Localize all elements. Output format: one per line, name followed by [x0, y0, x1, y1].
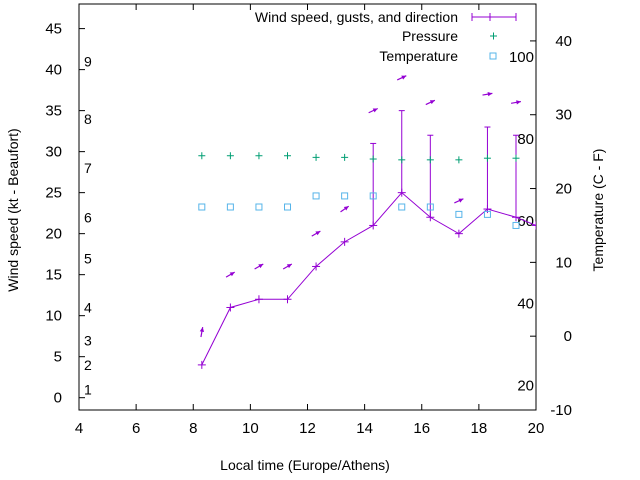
x-axis-label: Local time (Europe/Athens)	[220, 457, 390, 473]
legend-label-pressure: Pressure	[402, 28, 458, 44]
wind-direction-arrowhead	[199, 327, 205, 332]
wind-direction-arrowhead	[372, 108, 378, 113]
temperature-point	[341, 192, 349, 200]
legend-label-temperature: Temperature	[379, 48, 458, 64]
temperature-point	[483, 210, 491, 218]
y2-axis-label: Temperature (C - F)	[590, 149, 606, 272]
x-tick-label: 12	[299, 420, 316, 437]
beaufort-label: 5	[84, 250, 92, 266]
legend: Wind speed, gusts, and direction Pressure…	[255, 9, 517, 64]
temperature-point	[426, 203, 434, 211]
temperature-point	[455, 210, 463, 218]
y-tick-label: 45	[45, 21, 62, 38]
wind-direction-arrowhead	[458, 198, 464, 203]
wind-speed-line	[201, 191, 536, 366]
fahrenheit-label: 80	[517, 131, 534, 148]
y-tick-label: 15	[45, 267, 62, 284]
wind-direction-arrowhead	[487, 91, 493, 97]
x-tick-label: 20	[528, 420, 545, 437]
y-tick-label: 35	[45, 103, 62, 120]
temperature-point	[312, 192, 320, 200]
beaufort-label: 1	[84, 381, 92, 397]
beaufort-label: 3	[84, 332, 92, 348]
beaufort-label: 7	[84, 160, 92, 176]
chart-marks	[197, 75, 536, 369]
y2-tick-label: 10	[555, 254, 572, 271]
x-tick-label: 10	[242, 420, 259, 437]
temperature-point	[226, 203, 234, 211]
wind-direction-arrowhead	[429, 100, 435, 105]
wind-direction-arrowhead	[343, 206, 349, 211]
y-axis-label: Wind speed (kt - Beaufort)	[5, 128, 21, 291]
beaufort-label: 8	[84, 111, 92, 127]
temperature-point	[198, 203, 206, 211]
fahrenheit-label: 100	[509, 49, 534, 66]
fahrenheit-label: 40	[517, 296, 534, 313]
y2-tick-label: 0	[564, 328, 572, 345]
y-tick-label: 40	[45, 62, 62, 79]
y-tick-label: 5	[54, 349, 62, 366]
wind-direction-arrowhead	[229, 272, 235, 277]
fahrenheit-label: 20	[517, 378, 534, 395]
axis-ticks: 4 6 8 10 12 14 16 18 200510152025303540451234567…	[45, 4, 572, 437]
y2-tick-label: 20	[555, 181, 572, 198]
y2-tick-label: 30	[555, 107, 572, 124]
beaufort-label: 9	[84, 53, 92, 69]
legend-label-wind: Wind speed, gusts, and direction	[255, 9, 458, 25]
wind-direction-arrowhead	[516, 100, 521, 105]
wind-direction-arrowhead	[258, 263, 264, 269]
temperature-point	[369, 192, 377, 200]
x-tick-label: 4	[75, 420, 83, 437]
y-tick-label: 0	[54, 390, 62, 407]
x-tick-label: 8	[189, 420, 197, 437]
beaufort-label: 2	[84, 357, 92, 373]
temperature-point	[284, 203, 292, 211]
y2-tick-label: 40	[555, 33, 572, 50]
beaufort-label: 6	[84, 209, 92, 225]
wind-direction-arrowhead	[315, 231, 321, 236]
y-tick-label: 25	[45, 185, 62, 202]
legend-swatch-temperature	[489, 52, 497, 60]
x-tick-label: 16	[413, 420, 430, 437]
y-tick-label: 30	[45, 144, 62, 161]
x-tick-label: 18	[471, 420, 488, 437]
wind-direction-arrowhead	[401, 75, 407, 80]
y2-tick-label: -10	[550, 402, 572, 419]
temperature-point	[398, 203, 406, 211]
temperature-point	[512, 221, 520, 229]
x-tick-label: 14	[356, 420, 373, 437]
x-tick-label: 6	[132, 420, 140, 437]
plot-area	[197, 75, 536, 369]
wind-direction-arrowhead	[286, 263, 292, 269]
beaufort-label: 4	[84, 299, 92, 315]
y-tick-label: 20	[45, 226, 62, 243]
plot-frame	[78, 3, 537, 411]
temperature-point	[255, 203, 263, 211]
y-tick-label: 10	[45, 308, 62, 325]
